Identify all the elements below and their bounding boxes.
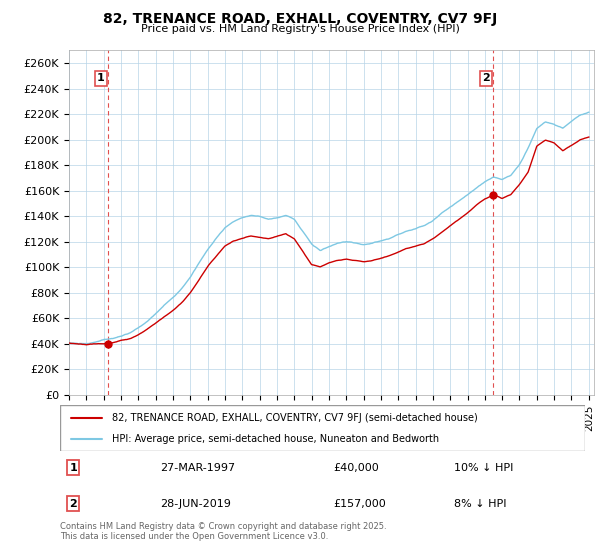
Text: 2: 2 (69, 499, 77, 509)
Text: HPI: Average price, semi-detached house, Nuneaton and Bedworth: HPI: Average price, semi-detached house,… (113, 435, 440, 444)
Text: 82, TRENANCE ROAD, EXHALL, COVENTRY, CV7 9FJ: 82, TRENANCE ROAD, EXHALL, COVENTRY, CV7… (103, 12, 497, 26)
Text: £40,000: £40,000 (333, 463, 379, 473)
Text: 10% ↓ HPI: 10% ↓ HPI (454, 463, 513, 473)
Text: 82, TRENANCE ROAD, EXHALL, COVENTRY, CV7 9FJ (semi-detached house): 82, TRENANCE ROAD, EXHALL, COVENTRY, CV7… (113, 413, 478, 423)
Text: Price paid vs. HM Land Registry's House Price Index (HPI): Price paid vs. HM Land Registry's House … (140, 24, 460, 34)
Text: 1: 1 (69, 463, 77, 473)
FancyBboxPatch shape (60, 405, 585, 451)
Text: 2: 2 (482, 73, 490, 83)
Text: 27-MAR-1997: 27-MAR-1997 (160, 463, 235, 473)
Text: Contains HM Land Registry data © Crown copyright and database right 2025.
This d: Contains HM Land Registry data © Crown c… (60, 522, 386, 542)
Text: 8% ↓ HPI: 8% ↓ HPI (454, 499, 506, 509)
Text: £157,000: £157,000 (333, 499, 386, 509)
Text: 1: 1 (97, 73, 104, 83)
Text: 28-JUN-2019: 28-JUN-2019 (160, 499, 230, 509)
